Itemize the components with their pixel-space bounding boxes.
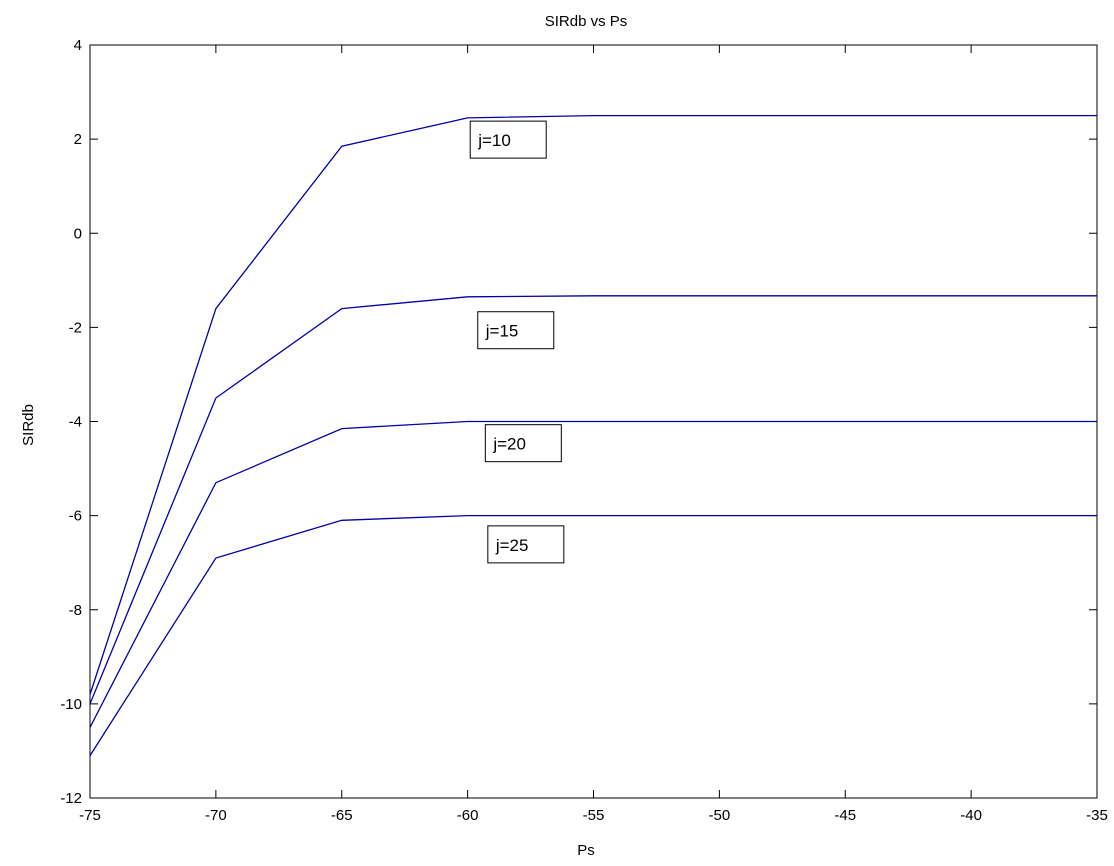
x-tick-label: -40 — [960, 807, 982, 824]
series-line-j-10 — [89, 114, 1097, 695]
annotation-j-15: j=15 — [477, 311, 555, 350]
annotation-box — [484, 424, 562, 463]
x-tick-label: -35 — [1086, 807, 1108, 824]
annotation-label: j=25 — [495, 536, 529, 555]
annotation-box — [469, 120, 547, 159]
y-axis-label: SIRdb — [20, 404, 37, 446]
x-tick-label: -70 — [205, 807, 227, 824]
annotation-j-25: j=25 — [487, 525, 565, 564]
y-tick-label: 0 — [74, 225, 82, 242]
x-axis-label: Ps — [577, 842, 595, 859]
y-tick-label: -2 — [69, 319, 82, 336]
chart-title: SIRdb vs Ps — [545, 13, 628, 30]
x-tick-label: -75 — [79, 807, 101, 824]
annotation-label: j=15 — [485, 322, 519, 341]
x-tick-label: -50 — [709, 807, 731, 824]
x-tick-label: -65 — [331, 807, 353, 824]
series-lines — [89, 114, 1097, 756]
y-tick-label: -8 — [69, 602, 82, 619]
x-tick-label: -60 — [457, 807, 479, 824]
series-line-j-15 — [89, 295, 1097, 705]
annotation-j-20: j=20 — [484, 424, 562, 463]
annotation-label: j=10 — [477, 131, 511, 150]
y-tick-label: 4 — [74, 37, 82, 54]
x-tick-label: -45 — [834, 807, 856, 824]
annotation-label: j=20 — [492, 435, 526, 454]
annotation-box — [487, 525, 565, 564]
y-tick-label: -12 — [60, 790, 82, 807]
y-tick-label: -10 — [60, 696, 82, 713]
x-tick-label: -55 — [583, 807, 605, 824]
annotation-j-10: j=10 — [469, 120, 547, 159]
axis-ticks: -75 -70 -65 -60 -55 -50 -45 -40 -35 -12 -10 -8 -6 -4 -… — [60, 37, 1108, 824]
annotations: j=10 j=15 j=20 j=25 — [469, 120, 565, 564]
y-tick-label: -6 — [69, 508, 82, 525]
series-line-j-25 — [89, 514, 1097, 756]
y-tick-label: 2 — [74, 131, 82, 148]
annotation-box — [477, 311, 555, 350]
y-tick-label: -4 — [69, 414, 82, 431]
series-line-j-20 — [89, 420, 1097, 728]
